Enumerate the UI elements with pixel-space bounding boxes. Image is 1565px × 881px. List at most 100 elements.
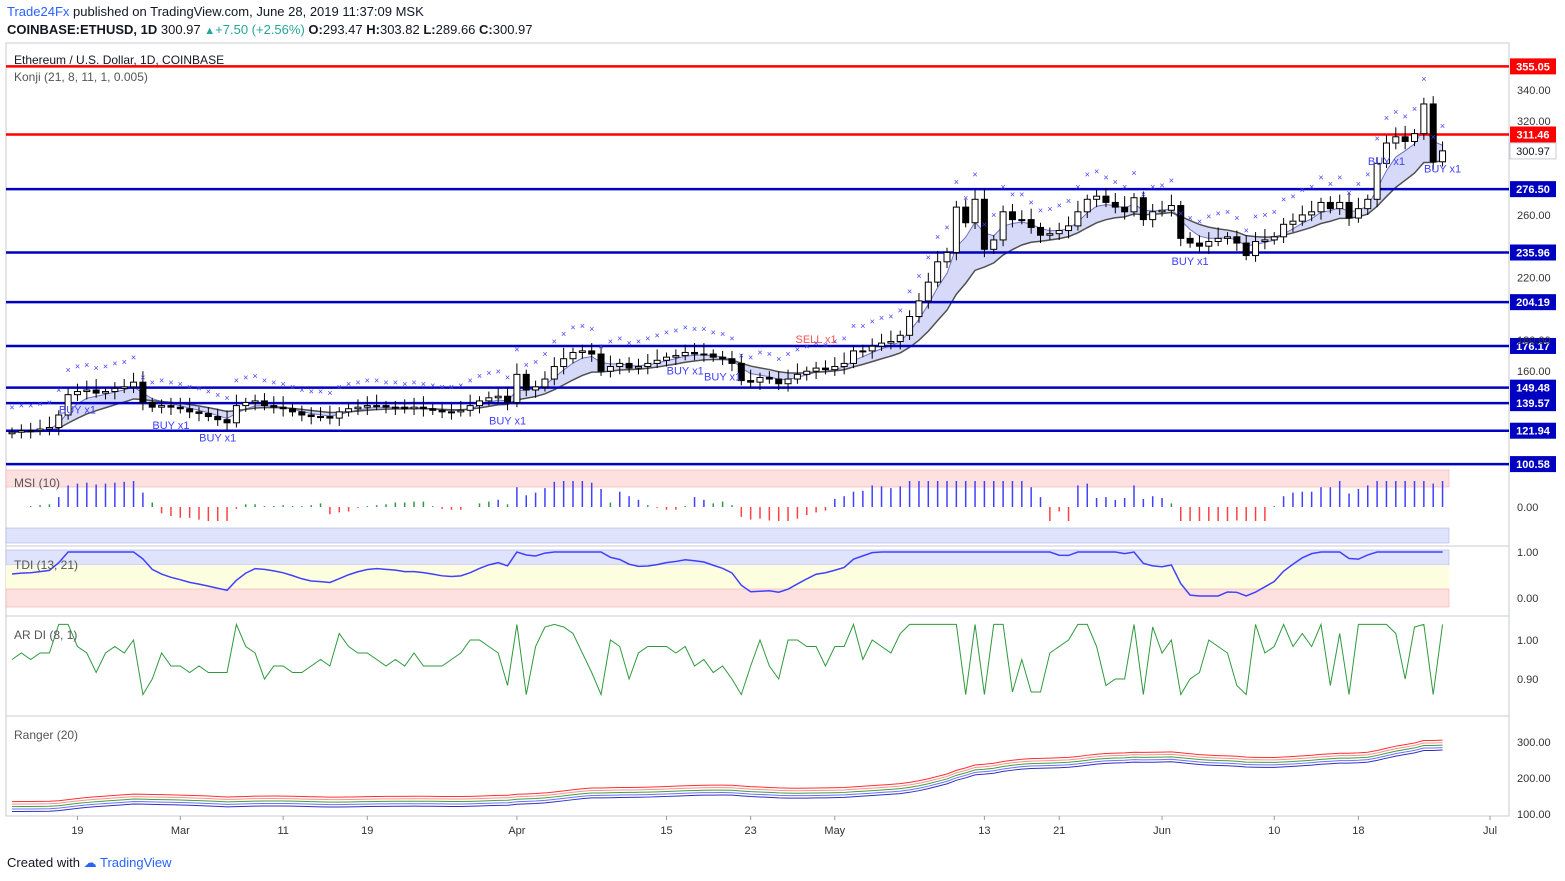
level-tag xyxy=(1510,422,1556,439)
x-marker: × xyxy=(411,377,416,387)
candle-body xyxy=(1130,197,1138,213)
candle-body xyxy=(223,419,231,424)
x-tick-label: 19 xyxy=(71,825,83,837)
level-tag xyxy=(1510,337,1556,354)
candle-body xyxy=(429,408,437,411)
x-marker: × xyxy=(1346,188,1351,198)
candle-body xyxy=(569,351,577,360)
level-tag xyxy=(1510,126,1556,143)
x-marker: × xyxy=(1047,204,1052,214)
panel-tick-label: 200.00 xyxy=(1517,773,1551,785)
x-marker: × xyxy=(505,373,510,383)
candle-body xyxy=(971,198,979,224)
candle-body xyxy=(1037,226,1044,236)
x-marker: × xyxy=(1431,132,1436,142)
candle-body xyxy=(606,366,614,372)
level-label: 276.50 xyxy=(1516,184,1550,196)
candle-body xyxy=(719,356,727,360)
indicator-lines xyxy=(11,481,1444,813)
candle-body xyxy=(962,206,970,224)
candle-body xyxy=(391,406,399,409)
candle-body xyxy=(1326,201,1334,210)
candle-body xyxy=(747,380,755,383)
candle-body xyxy=(1111,201,1119,208)
x-marker: × xyxy=(75,362,80,372)
x-tick-label: 10 xyxy=(1268,825,1280,837)
candles xyxy=(8,96,1447,439)
candle-body xyxy=(1252,240,1260,257)
signal-label: BUY x1 xyxy=(1424,164,1461,176)
candle-body xyxy=(1214,237,1222,242)
candle-body xyxy=(373,405,381,408)
x-marker: × xyxy=(309,387,314,397)
candle-body xyxy=(1401,136,1409,142)
x-marker: × xyxy=(56,385,61,395)
candle-body xyxy=(1008,211,1016,221)
candle-body xyxy=(1429,103,1437,163)
x-tick-label: 19 xyxy=(361,825,373,837)
candle-body xyxy=(793,373,801,380)
candle-body xyxy=(1298,214,1306,222)
x-marker: × xyxy=(346,379,351,389)
candle-body xyxy=(102,391,109,394)
candle-body xyxy=(64,394,72,416)
x-marker: × xyxy=(355,377,360,387)
x-marker: × xyxy=(711,327,716,337)
signal-markers: × × × × × × × × × × × × × × × × × × × × × × × × × × × × × × × × × × × × × × × ×… xyxy=(9,74,1557,445)
candle-body xyxy=(504,395,512,403)
brand-link[interactable]: Trade24Fx xyxy=(7,4,70,19)
candle-body xyxy=(438,409,446,413)
x-marker: × xyxy=(196,384,201,394)
candle-body xyxy=(709,353,717,358)
x-tick-label: 15 xyxy=(660,825,672,837)
up-arrow-icon: ▲ xyxy=(204,25,216,37)
candle-body xyxy=(644,362,652,368)
candle-body xyxy=(382,405,390,408)
level-label: 235.96 xyxy=(1516,247,1550,259)
candle-body xyxy=(419,406,427,410)
candle-body xyxy=(83,389,91,393)
x-marker: × xyxy=(1066,196,1071,206)
x-marker: × xyxy=(1244,226,1249,236)
x-marker: × xyxy=(1253,212,1258,222)
x-marker: × xyxy=(561,329,566,339)
candle-body xyxy=(616,362,624,368)
level-label: 204.19 xyxy=(1516,297,1550,309)
tradingview-link[interactable]: TradingView xyxy=(100,855,172,870)
candle-body xyxy=(1336,201,1344,210)
x-tick-label: 11 xyxy=(277,825,288,837)
candle-body xyxy=(1233,236,1241,244)
x-marker: × xyxy=(458,380,463,390)
y-tick-label: 340.00 xyxy=(1517,85,1551,97)
level-label: 355.05 xyxy=(1516,61,1550,73)
tradingview-logo-icon: ☁ xyxy=(83,855,97,870)
x-marker: × xyxy=(1440,121,1445,131)
indicator-label: Konji (21, 8, 11, 1, 0.005) xyxy=(14,70,148,84)
x-marker: × xyxy=(842,334,847,344)
candle-body xyxy=(850,350,857,364)
candle-body xyxy=(990,239,998,250)
x-marker: × xyxy=(19,401,24,411)
level-tag xyxy=(1510,244,1556,261)
x-marker: × xyxy=(168,377,173,387)
x-marker: × xyxy=(449,382,454,392)
y-tick-label: 160.00 xyxy=(1517,366,1551,378)
x-marker: × xyxy=(673,326,678,336)
x-marker: × xyxy=(589,324,594,334)
x-marker: × xyxy=(1365,169,1370,179)
candle-body xyxy=(756,376,764,383)
x-marker: × xyxy=(234,376,239,386)
level-label: 149.48 xyxy=(1516,383,1550,395)
panel-tick-label: 1.00 xyxy=(1517,635,1538,647)
publish-info: Trade24Fx published on TradingView.com, … xyxy=(7,4,424,19)
support-resistance-levels: 355.05 311.46 276.50 235.96 204.19 176.17 149.… xyxy=(6,58,1556,473)
x-marker: × xyxy=(524,360,529,370)
x-marker: × xyxy=(402,379,407,389)
x-tick-label: Jun xyxy=(1153,825,1171,837)
x-marker: × xyxy=(393,377,398,387)
candle-body xyxy=(887,341,895,344)
konji-cloud xyxy=(11,127,1443,433)
candle-body xyxy=(550,366,558,380)
level-label: 311.46 xyxy=(1516,129,1549,141)
